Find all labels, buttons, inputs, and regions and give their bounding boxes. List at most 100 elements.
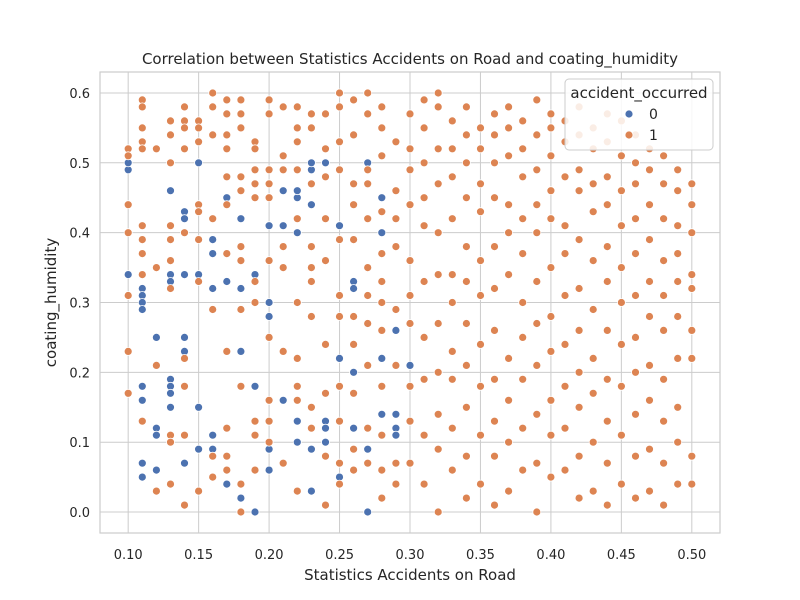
y-tick-label: 0.2 <box>69 366 90 381</box>
data-point-1 <box>321 339 330 349</box>
data-point-1 <box>363 360 373 370</box>
data-point-1 <box>687 451 697 461</box>
data-point-1 <box>602 458 612 468</box>
data-point-1 <box>166 437 175 447</box>
data-point-1 <box>419 221 429 231</box>
data-point-1 <box>208 130 218 140</box>
data-point-1 <box>405 144 415 154</box>
data-point-1 <box>546 186 556 196</box>
data-point-1 <box>490 193 499 203</box>
data-point-0 <box>292 228 302 238</box>
data-point-1 <box>321 172 330 182</box>
data-point-0 <box>137 381 147 391</box>
data-point-1 <box>405 416 415 426</box>
data-point-1 <box>419 374 429 384</box>
data-point-1 <box>602 325 612 335</box>
data-point-1 <box>349 130 359 140</box>
data-point-1 <box>377 430 387 440</box>
data-point-1 <box>602 277 612 286</box>
data-point-1 <box>518 214 528 224</box>
data-point-1 <box>306 277 316 286</box>
data-point-1 <box>476 381 485 391</box>
data-point-1 <box>461 319 471 328</box>
data-point-1 <box>208 214 218 224</box>
data-point-1 <box>363 263 373 273</box>
data-point-1 <box>490 158 499 168</box>
data-point-0 <box>306 200 316 210</box>
data-point-1 <box>645 486 654 496</box>
data-point-1 <box>264 165 274 175</box>
data-point-1 <box>391 458 401 468</box>
data-point-1 <box>180 228 189 238</box>
data-point-1 <box>151 263 161 273</box>
data-point-1 <box>673 186 683 196</box>
data-point-1 <box>419 332 429 342</box>
data-point-0 <box>166 186 175 196</box>
data-point-1 <box>194 123 204 133</box>
data-point-1 <box>518 116 528 126</box>
data-point-1 <box>673 402 683 412</box>
data-point-1 <box>391 360 401 370</box>
data-point-1 <box>137 102 147 112</box>
data-point-1 <box>546 430 556 440</box>
data-point-1 <box>236 186 246 196</box>
data-point-1 <box>335 165 344 175</box>
y-tick-label: 0.4 <box>69 227 90 242</box>
data-point-1 <box>433 102 443 112</box>
data-point-1 <box>461 451 471 461</box>
data-point-1 <box>363 165 373 175</box>
data-point-0 <box>292 437 302 447</box>
data-point-1 <box>363 291 373 300</box>
data-point-1 <box>645 395 654 405</box>
data-point-1 <box>433 444 443 454</box>
data-point-1 <box>532 360 542 370</box>
data-point-0 <box>349 284 359 293</box>
data-point-1 <box>518 423 528 433</box>
data-point-1 <box>123 388 133 398</box>
data-point-0 <box>405 360 415 370</box>
data-point-1 <box>391 186 401 196</box>
data-point-1 <box>476 256 485 266</box>
data-point-1 <box>264 193 274 203</box>
data-point-1 <box>222 130 232 140</box>
data-point-1 <box>194 207 204 217</box>
data-point-1 <box>546 263 556 273</box>
data-point-1 <box>560 172 570 182</box>
data-point-1 <box>518 465 528 475</box>
data-point-0 <box>180 214 189 224</box>
data-point-1 <box>250 165 260 175</box>
data-point-1 <box>278 458 288 468</box>
data-point-1 <box>377 249 387 259</box>
data-point-1 <box>363 179 373 189</box>
data-point-0 <box>208 284 218 293</box>
data-point-1 <box>264 437 274 447</box>
data-point-1 <box>518 172 528 182</box>
x-tick-label: 0.45 <box>607 548 636 563</box>
data-point-1 <box>602 242 612 252</box>
data-point-1 <box>560 291 570 300</box>
data-point-1 <box>377 465 387 475</box>
data-point-1 <box>631 409 640 419</box>
data-point-1 <box>292 214 302 224</box>
data-point-1 <box>222 346 232 356</box>
data-point-1 <box>123 151 133 161</box>
data-point-1 <box>264 109 274 119</box>
data-point-1 <box>447 214 457 224</box>
data-point-1 <box>335 381 344 391</box>
data-point-1 <box>306 109 316 119</box>
data-point-1 <box>419 479 429 489</box>
data-point-1 <box>602 200 612 210</box>
x-tick-label: 0.10 <box>114 548 143 563</box>
data-point-1 <box>461 493 471 503</box>
data-point-1 <box>363 423 373 433</box>
data-point-1 <box>349 200 359 210</box>
data-point-1 <box>180 123 189 133</box>
data-point-1 <box>532 277 542 286</box>
data-point-1 <box>236 172 246 182</box>
data-point-1 <box>405 256 415 266</box>
data-point-1 <box>673 353 683 363</box>
data-point-1 <box>264 332 274 342</box>
data-point-1 <box>617 298 626 307</box>
data-point-1 <box>222 109 232 119</box>
data-point-1 <box>532 319 542 328</box>
